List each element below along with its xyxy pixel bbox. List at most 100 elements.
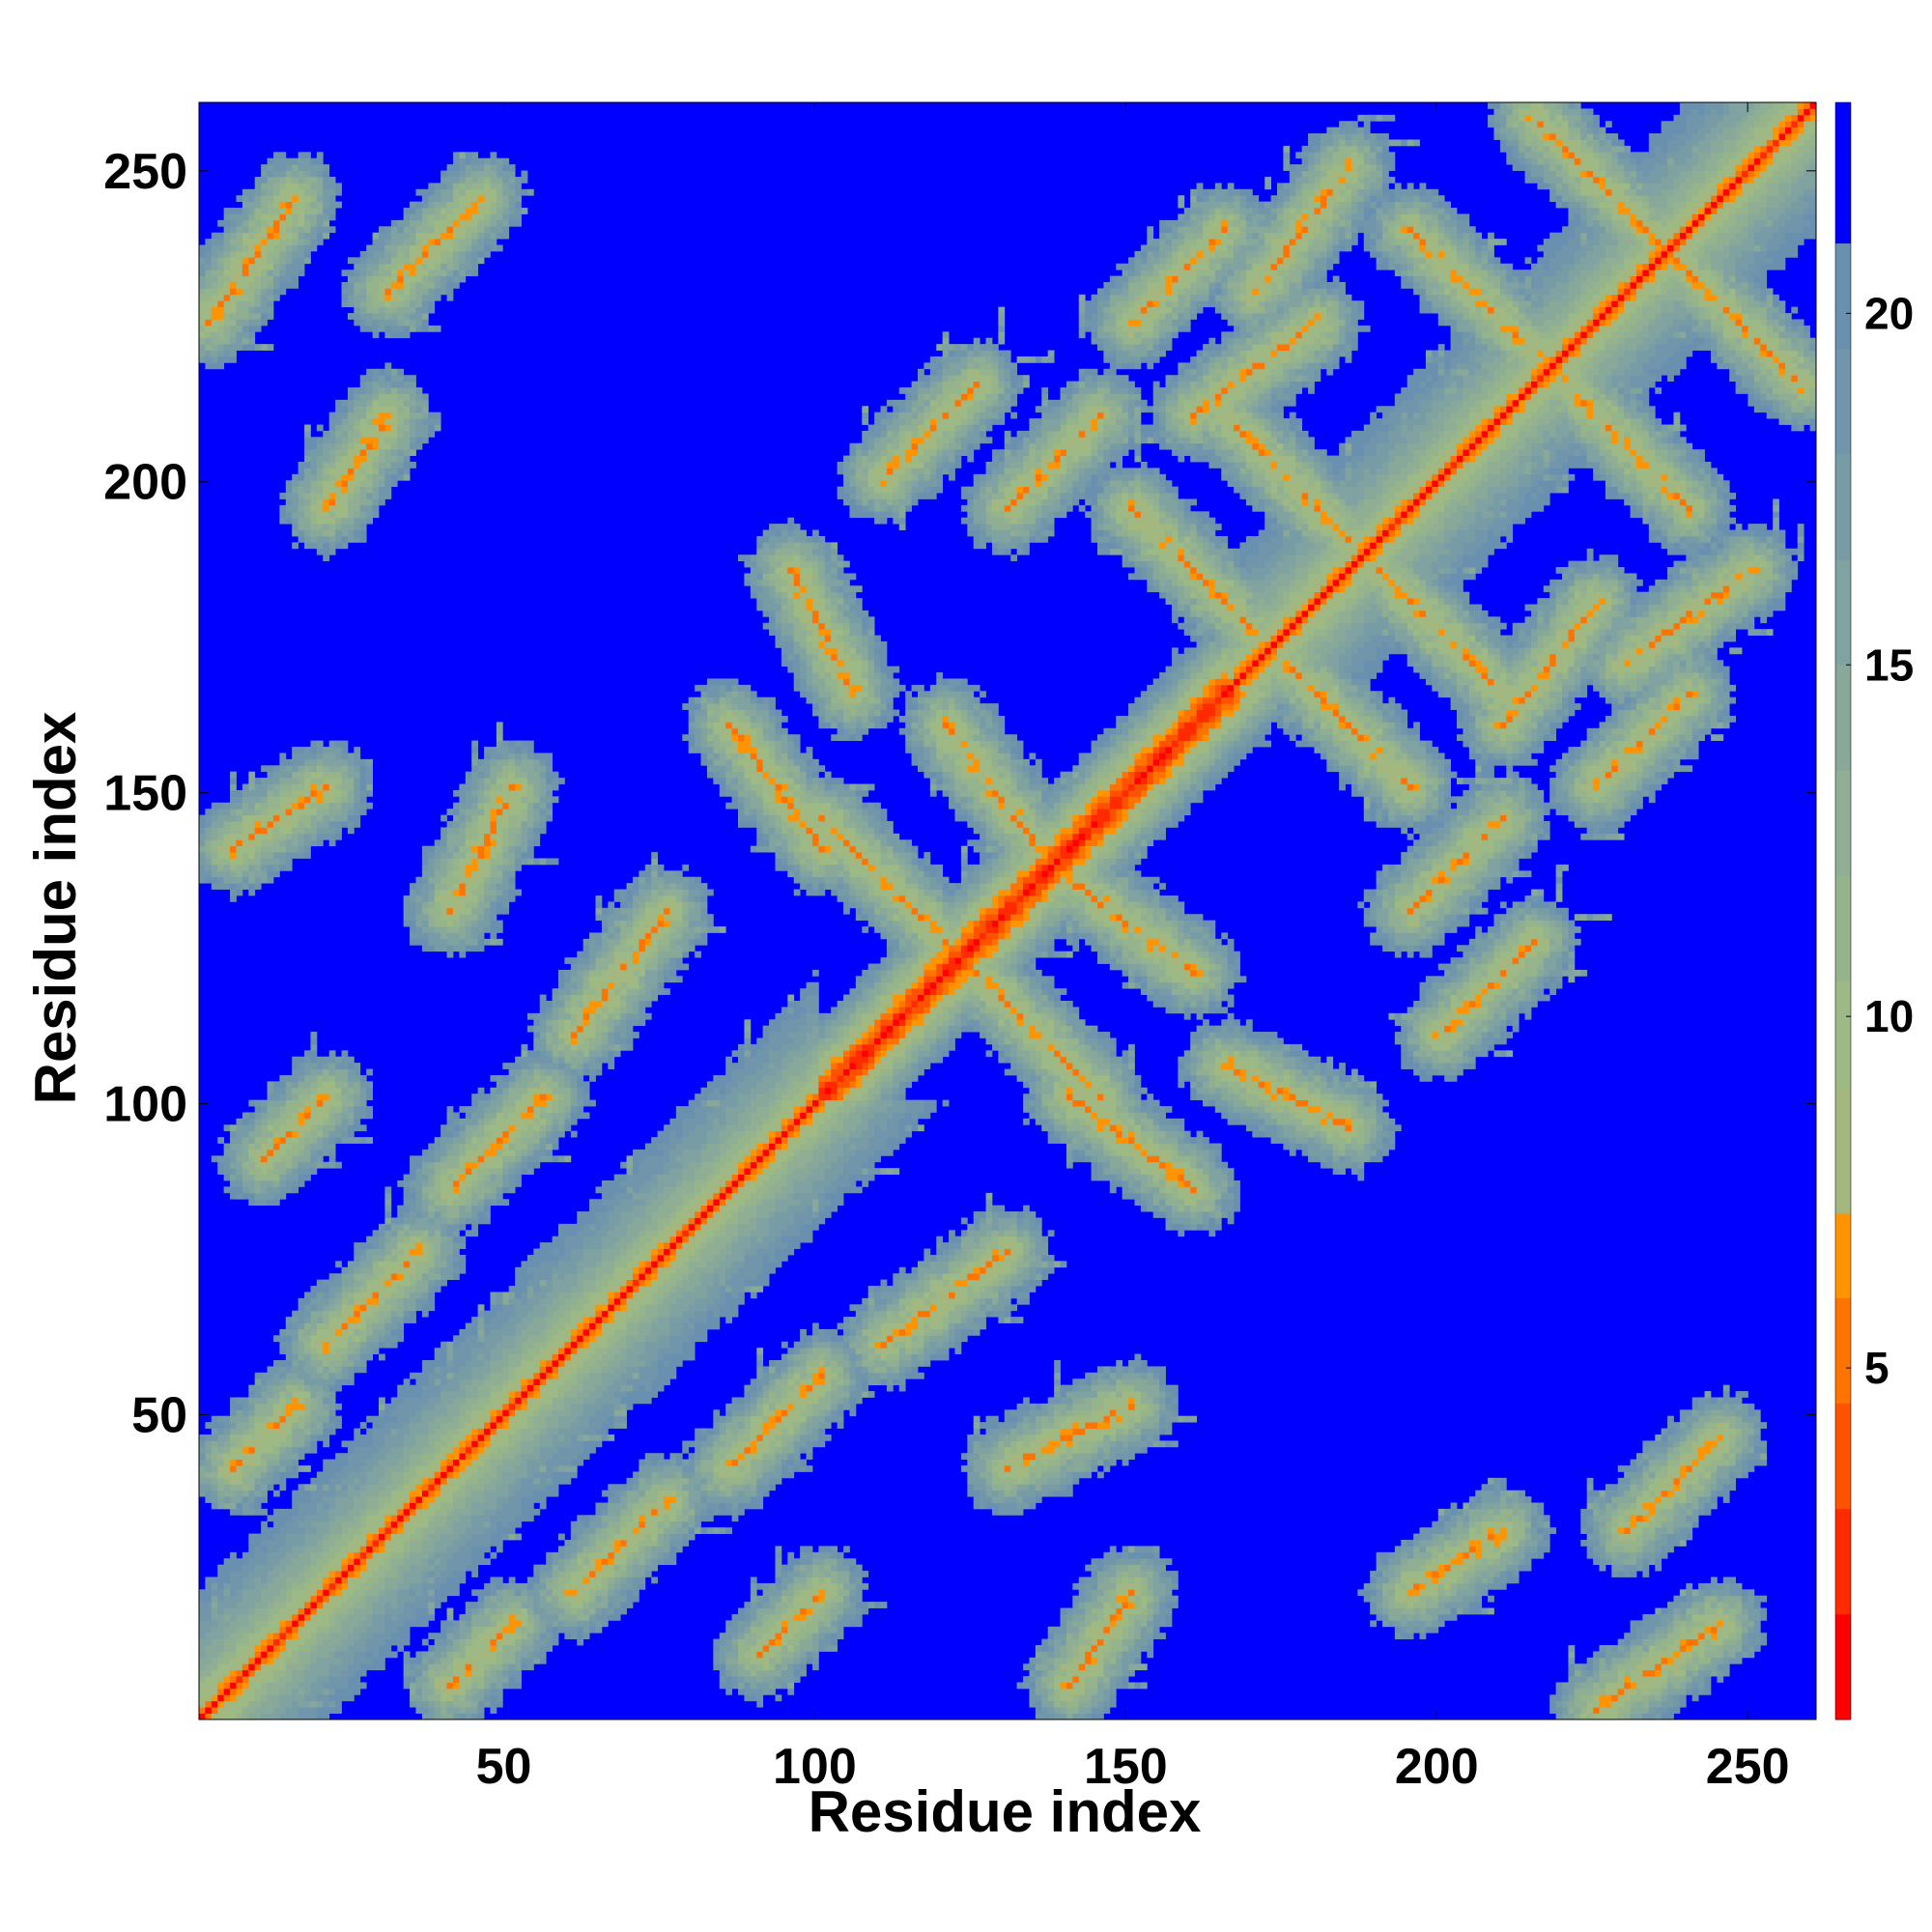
heatmap-cell — [533, 1645, 541, 1652]
heatmap-cell — [421, 1713, 436, 1720]
heatmap-cell — [248, 1607, 256, 1615]
heatmap-cell — [403, 1434, 416, 1441]
heatmap-cell — [1599, 1657, 1606, 1664]
heatmap-cell — [1698, 1465, 1705, 1472]
heatmap-cell — [484, 1322, 503, 1330]
heatmap-cell — [335, 1700, 342, 1708]
heatmap-cell — [1425, 1595, 1433, 1603]
heatmap-cell — [818, 1372, 826, 1379]
heatmap-cell — [390, 1428, 398, 1435]
heatmap-cell — [1450, 1551, 1458, 1559]
heatmap-cell — [620, 1490, 627, 1497]
heatmap-cell — [682, 1508, 690, 1516]
heatmap-cell — [1742, 1607, 1748, 1615]
heatmap-cell — [490, 1317, 510, 1323]
heatmap-cell — [211, 1613, 225, 1621]
heatmap-cell — [205, 1422, 225, 1429]
heatmap-cell — [750, 1484, 757, 1492]
heatmap-cell — [744, 1694, 757, 1702]
heatmap-cell — [1091, 1657, 1098, 1664]
heatmap-cell — [335, 1620, 342, 1628]
heatmap-cell — [608, 1496, 621, 1503]
heatmap-cell — [1054, 1651, 1061, 1659]
heatmap-cell — [669, 1551, 677, 1559]
heatmap-cell — [1667, 1633, 1681, 1640]
heatmap-cell — [508, 1577, 516, 1584]
heatmap-cell — [359, 1558, 367, 1566]
heatmap-cell — [471, 1415, 479, 1423]
heatmap-cell — [359, 1490, 380, 1497]
heatmap-cell — [695, 1465, 701, 1472]
heatmap-cell — [1636, 1663, 1650, 1671]
heatmap-cell — [1642, 1688, 1650, 1695]
heatmap-cell — [1661, 1434, 1668, 1441]
heatmap-cell — [323, 1595, 330, 1603]
heatmap-cell — [261, 1520, 268, 1528]
heatmap-cell — [341, 1317, 349, 1323]
heatmap-cell — [366, 1589, 380, 1597]
heatmap-cell — [1054, 1378, 1061, 1386]
heatmap-cell — [657, 1471, 677, 1479]
heatmap-cell — [471, 1453, 479, 1461]
heatmap-cell — [1611, 1502, 1619, 1510]
heatmap-cell — [744, 1688, 764, 1695]
heatmap-cell — [347, 1682, 367, 1690]
heatmap-cell — [980, 1434, 986, 1441]
heatmap-cell — [570, 1353, 584, 1361]
heatmap-cell — [502, 1378, 510, 1386]
heatmap-cell — [1357, 1589, 1378, 1597]
heatmap-cell — [1611, 1694, 1619, 1702]
heatmap-cell — [1704, 1620, 1718, 1628]
heatmap-cell — [719, 1657, 726, 1664]
heatmap-cell — [1729, 1607, 1737, 1615]
heatmap-cell — [1065, 1415, 1080, 1423]
heatmap-cell — [372, 1322, 385, 1330]
heatmap-cell — [1524, 1520, 1532, 1528]
heatmap-cell — [1586, 1520, 1594, 1528]
heatmap-cell — [452, 1676, 460, 1683]
heatmap-cell — [775, 1558, 782, 1566]
heatmap-cell — [911, 1317, 919, 1323]
heatmap-cell — [781, 1645, 788, 1652]
heatmap-cell — [564, 1328, 572, 1336]
heatmap-cell — [323, 1422, 336, 1429]
heatmap-cell — [1686, 1415, 1699, 1423]
heatmap-cell — [695, 1440, 701, 1448]
heatmap-cell — [1463, 1520, 1470, 1528]
heatmap-cell — [1159, 1384, 1166, 1392]
heatmap-cell — [577, 1434, 584, 1441]
heatmap-cell — [1661, 1694, 1668, 1702]
heatmap-cell — [477, 1595, 485, 1603]
heatmap-cell — [595, 1589, 609, 1597]
heatmap-cell — [359, 1582, 373, 1590]
heatmap-cell — [1630, 1551, 1637, 1559]
heatmap-cell — [533, 1571, 541, 1577]
heatmap-cell — [211, 1602, 218, 1608]
heatmap-cell — [1593, 1527, 1600, 1534]
heatmap-cell — [1710, 1490, 1718, 1497]
heatmap-cell — [589, 1620, 596, 1628]
heatmap-cell — [298, 1348, 305, 1354]
heatmap-cell — [261, 1428, 287, 1435]
heatmap-cell — [620, 1496, 627, 1503]
heatmap-cell — [800, 1384, 807, 1392]
heatmap-cell — [539, 1353, 553, 1361]
heatmap-cell — [1605, 1645, 1612, 1652]
heatmap-cell — [1742, 1434, 1748, 1441]
heatmap-cell — [403, 1577, 423, 1584]
heatmap-cell — [1506, 1533, 1514, 1541]
heatmap-cell — [595, 1348, 609, 1354]
heatmap-cell — [279, 1366, 287, 1374]
heatmap-cell — [502, 1663, 510, 1671]
heatmap-cell — [546, 1366, 553, 1374]
heatmap-cell — [496, 1651, 503, 1659]
heatmap-cell — [582, 1335, 590, 1343]
heatmap-cell — [515, 1341, 522, 1349]
heatmap-cell — [372, 1633, 392, 1640]
heatmap-cell — [818, 1626, 838, 1634]
heatmap-cell — [886, 1372, 900, 1379]
heatmap-cell — [905, 1317, 912, 1323]
heatmap-cell — [1370, 1571, 1378, 1577]
heatmap-cell — [335, 1304, 342, 1312]
heatmap-cell — [657, 1310, 670, 1318]
